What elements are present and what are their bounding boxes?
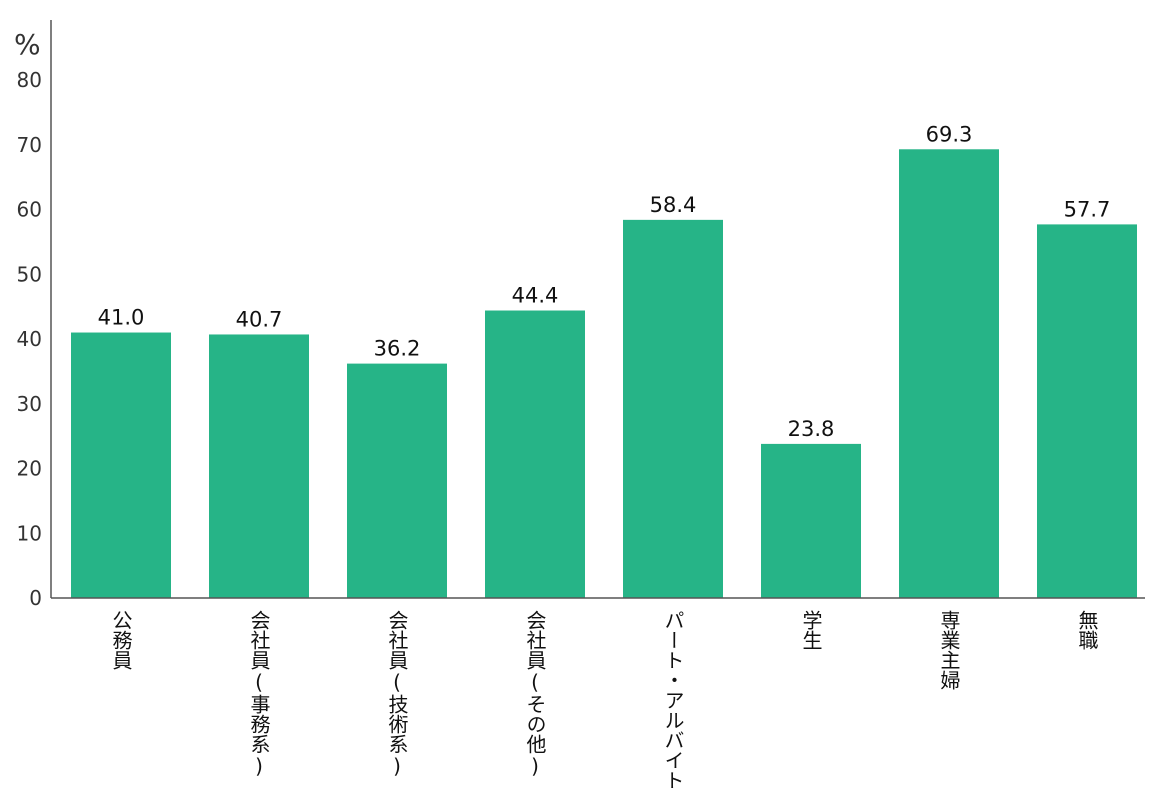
bar-value-label: 57.7 — [1064, 197, 1111, 221]
bar — [71, 332, 171, 598]
x-category-label: 学生 — [799, 610, 823, 650]
category-labels: 公務員 会社員(事務系) 会社員(技術系) 会社員(その他) パート・アルバイト 学生 専業… — [109, 610, 1099, 790]
y-tick-label: 0 — [29, 586, 42, 610]
y-tick-label: 80 — [17, 68, 42, 92]
bar — [1037, 224, 1137, 598]
bar — [899, 149, 999, 598]
x-category-label: パート・アルバイト — [661, 610, 685, 790]
x-category-label: 無職 — [1075, 610, 1099, 650]
x-category-label: 公務員 — [109, 610, 133, 670]
bar — [485, 310, 585, 598]
y-axis-unit-label: % — [14, 28, 41, 61]
bar-value-label: 41.0 — [98, 306, 145, 330]
bar-value-label: 40.7 — [236, 307, 283, 331]
bar — [623, 219, 723, 599]
y-tick-label: 20 — [17, 457, 42, 481]
x-category-label: 会社員(技術系) — [385, 610, 409, 778]
bar-value-label: 36.2 — [374, 337, 421, 361]
bar-value-label: 58.4 — [650, 193, 697, 217]
bar-value-label: 23.8 — [788, 417, 835, 441]
x-category-label: 会社員(事務系) — [247, 610, 271, 778]
y-tick-label: 40 — [17, 327, 42, 351]
y-tick-label: 60 — [17, 198, 42, 222]
x-category-label: 専業主婦 — [937, 610, 961, 690]
y-tick-label: 10 — [17, 521, 42, 545]
bar-value-label: 44.4 — [512, 284, 559, 308]
bar-value-label: 69.3 — [926, 122, 973, 146]
y-tick-label: 70 — [17, 133, 42, 157]
y-tick-label: 30 — [17, 392, 42, 416]
bar — [761, 443, 861, 598]
y-axis-ticks: 0 10 20 30 40 50 60 70 80 — [17, 68, 42, 610]
bar — [209, 334, 309, 598]
value-labels: 41.0 40.7 36.2 44.4 58.4 23.8 69.3 57.7 — [98, 122, 1111, 441]
bar — [347, 363, 447, 598]
y-tick-label: 50 — [17, 262, 42, 286]
bars — [71, 149, 1137, 599]
x-category-label: 会社員(その他) — [523, 610, 547, 778]
